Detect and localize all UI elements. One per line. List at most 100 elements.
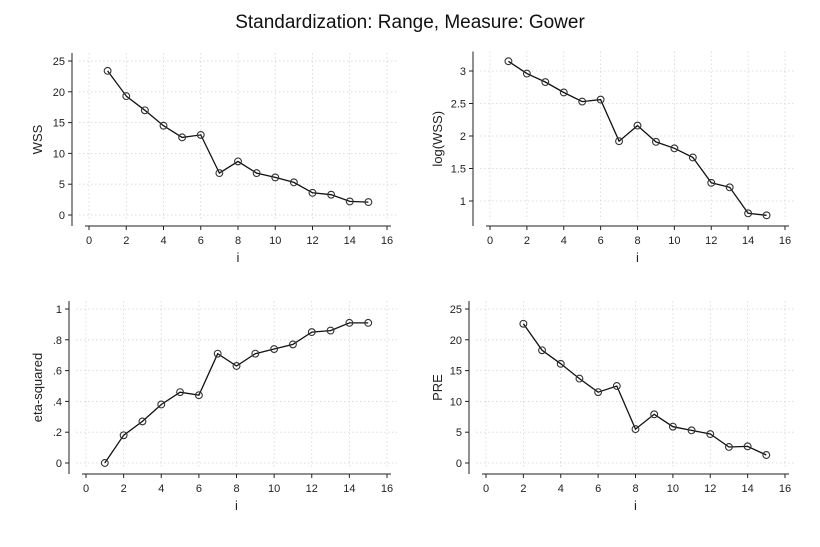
series-line bbox=[522, 323, 767, 456]
x-tick-label: 8 bbox=[632, 483, 638, 495]
data-point bbox=[178, 133, 187, 142]
data-point bbox=[345, 318, 354, 327]
x-tick-label: 8 bbox=[235, 235, 241, 247]
data-point bbox=[612, 382, 621, 390]
data-point bbox=[707, 178, 716, 187]
y-tick-label: 1 bbox=[460, 196, 466, 208]
data-point bbox=[762, 211, 771, 220]
data-point bbox=[364, 198, 373, 207]
x-axis-title: i bbox=[237, 250, 240, 265]
series-line bbox=[508, 60, 767, 216]
data-point bbox=[232, 362, 241, 370]
x-tick-label: 6 bbox=[595, 483, 601, 495]
data-point bbox=[519, 319, 528, 328]
x-tick-label: 8 bbox=[634, 235, 640, 247]
y-tick-label: 2.5 bbox=[451, 99, 466, 111]
data-point bbox=[725, 183, 734, 192]
data-point bbox=[159, 121, 168, 130]
data-point bbox=[688, 153, 697, 162]
data-point bbox=[364, 318, 373, 327]
y-tick-label: .8 bbox=[53, 335, 62, 347]
x-tick-label: 0 bbox=[483, 483, 489, 495]
y-tick-label: 10 bbox=[450, 396, 462, 408]
x-tick-label: 6 bbox=[198, 235, 204, 247]
data-point bbox=[743, 442, 752, 451]
x-tick-label: 12 bbox=[306, 235, 318, 247]
x-tick-label: 10 bbox=[268, 483, 280, 495]
data-point bbox=[140, 106, 149, 115]
series-line bbox=[107, 70, 369, 203]
data-point bbox=[522, 69, 531, 78]
y-axis-title: log(WSS) bbox=[430, 111, 445, 167]
x-tick-label: 0 bbox=[86, 235, 92, 247]
data-point bbox=[196, 130, 205, 139]
y-tick-label: 10 bbox=[53, 148, 65, 160]
data-point bbox=[504, 57, 513, 66]
data-point bbox=[541, 78, 550, 87]
data-point bbox=[670, 144, 679, 153]
x-tick-label: 12 bbox=[704, 483, 716, 495]
x-tick-label: 8 bbox=[233, 483, 239, 495]
x-tick-label: 16 bbox=[381, 235, 393, 247]
data-point bbox=[194, 391, 203, 400]
y-tick-label: 25 bbox=[53, 56, 65, 68]
y-tick-label: 2 bbox=[460, 131, 466, 143]
y-tick-label: 1 bbox=[56, 304, 62, 316]
x-tick-label: 14 bbox=[343, 483, 355, 495]
data-point bbox=[122, 92, 131, 101]
x-axis-title: i bbox=[235, 498, 238, 513]
x-tick-label: 2 bbox=[524, 235, 530, 247]
x-tick-label: 16 bbox=[381, 483, 393, 495]
series-line bbox=[104, 322, 369, 464]
x-tick-label: 4 bbox=[561, 235, 567, 247]
data-point bbox=[176, 388, 185, 397]
data-point bbox=[668, 422, 677, 431]
data-point bbox=[633, 121, 642, 130]
y-tick-label: .6 bbox=[53, 366, 62, 378]
y-tick-label: 15 bbox=[53, 118, 65, 130]
data-point bbox=[651, 137, 660, 146]
figure-title: Standardization: Range, Measure: Gower bbox=[235, 12, 585, 33]
y-axis-title: eta-squared bbox=[30, 353, 45, 422]
y-tick-label: 5 bbox=[456, 427, 462, 439]
x-tick-label: 4 bbox=[160, 235, 166, 247]
x-tick-label: 0 bbox=[83, 483, 89, 495]
data-point bbox=[538, 346, 547, 355]
y-tick-label: 25 bbox=[450, 304, 462, 316]
data-point bbox=[119, 431, 128, 440]
x-tick-label: 2 bbox=[123, 235, 129, 247]
data-point bbox=[615, 137, 624, 146]
x-tick-label: 4 bbox=[558, 483, 564, 495]
data-point bbox=[252, 169, 261, 178]
data-point bbox=[307, 328, 316, 337]
y-tick-label: 3 bbox=[460, 66, 466, 78]
x-tick-label: 10 bbox=[269, 235, 281, 247]
data-point bbox=[289, 178, 298, 187]
x-tick-label: 16 bbox=[779, 235, 791, 247]
panel-1: 0 5 10 15 20 25 0 2 4 6 8 10 12 14 16 i WSS bbox=[30, 53, 397, 265]
y-tick-label: .2 bbox=[53, 427, 62, 439]
x-tick-label: 12 bbox=[306, 483, 318, 495]
x-tick-label: 14 bbox=[742, 483, 754, 495]
x-tick-label: 2 bbox=[520, 483, 526, 495]
panel-4: 0 5 10 15 20 25 0 2 4 6 8 10 12 14 16 i PRE bbox=[430, 301, 795, 513]
data-point bbox=[270, 345, 279, 353]
data-point bbox=[650, 410, 659, 419]
x-axis-title: i bbox=[634, 498, 637, 513]
panel-2: 1 1.5 2 2.5 3 0 2 4 6 8 10 12 14 16 i log(WSS) bbox=[430, 51, 795, 265]
data-point bbox=[251, 349, 260, 358]
y-tick-label: 0 bbox=[59, 210, 65, 222]
data-point bbox=[724, 443, 733, 451]
data-point bbox=[744, 209, 753, 218]
y-axis-title: WSS bbox=[30, 124, 45, 154]
y-tick-label: 1.5 bbox=[451, 164, 466, 176]
data-point bbox=[559, 88, 568, 97]
x-tick-label: 14 bbox=[742, 235, 754, 247]
x-tick-label: 6 bbox=[598, 235, 604, 247]
data-point bbox=[631, 425, 640, 434]
y-tick-label: 15 bbox=[450, 366, 462, 378]
x-axis-title: i bbox=[636, 250, 639, 265]
